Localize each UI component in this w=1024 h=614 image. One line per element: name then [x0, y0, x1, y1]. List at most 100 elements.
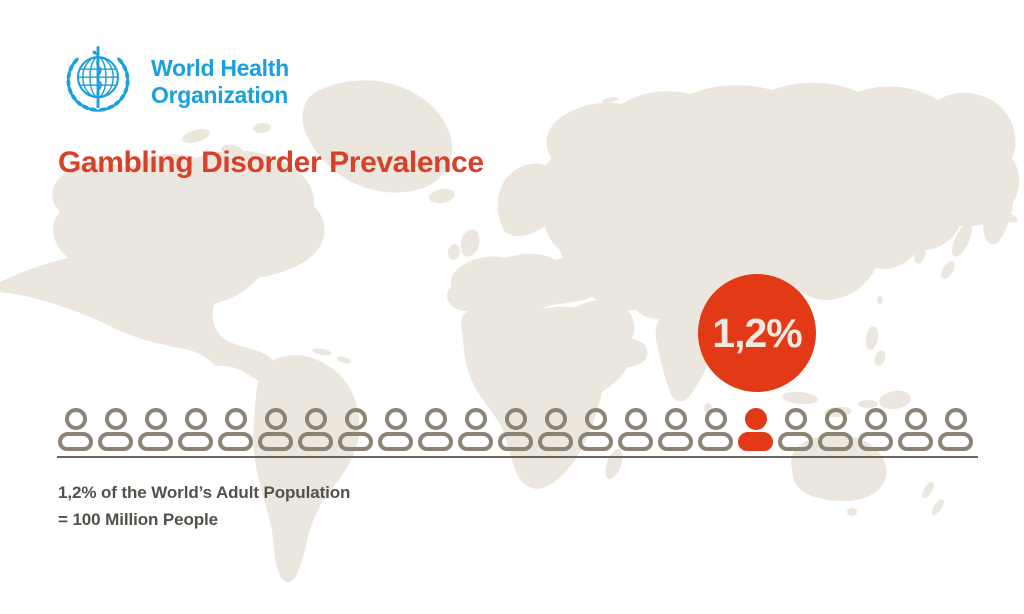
island-philippines [865, 326, 879, 350]
arctic-island [221, 144, 243, 156]
person-head [424, 408, 447, 430]
who-wordmark-line1: World Health [151, 55, 289, 81]
person-head [824, 408, 847, 430]
person-head [624, 408, 647, 430]
person-head [104, 408, 127, 430]
person-icon [618, 408, 653, 451]
island-caribbean [312, 348, 332, 356]
person-head [224, 408, 247, 430]
person-head [704, 408, 727, 430]
person-head [864, 408, 887, 430]
island-iceland [429, 188, 455, 204]
person-head [504, 408, 527, 430]
island-svalbard [602, 97, 618, 103]
person-torso [418, 432, 453, 451]
person-head [344, 408, 367, 430]
person-icon [298, 408, 333, 451]
person-head [384, 408, 407, 430]
continent-africa [460, 303, 632, 489]
island-new-zealand [922, 481, 934, 499]
person-head [264, 408, 287, 430]
continent-asia [541, 82, 1020, 320]
person-icon [778, 408, 813, 451]
person-head [784, 408, 807, 430]
continent-europe [451, 253, 605, 316]
person-icon [858, 408, 893, 451]
divider-line [57, 456, 978, 458]
person-icon [218, 408, 253, 451]
person-torso [178, 432, 213, 451]
region-iberia [447, 282, 490, 312]
continent-south-america [253, 355, 360, 582]
person-icon [498, 408, 533, 451]
island-britain [460, 229, 480, 257]
island-pacific [1002, 213, 1018, 223]
island-greenland [302, 80, 452, 193]
person-icon [578, 408, 613, 451]
person-head [664, 408, 687, 430]
person-torso [898, 432, 933, 451]
person-head [544, 408, 567, 430]
arctic-island [253, 122, 271, 134]
person-torso [498, 432, 533, 451]
person-torso [458, 432, 493, 451]
person-torso [218, 432, 253, 451]
person-head [64, 408, 87, 430]
person-torso [138, 432, 173, 451]
person-icon [658, 408, 693, 451]
person-torso [578, 432, 613, 451]
region-korea [914, 246, 926, 264]
person-icon-highlighted [738, 408, 773, 451]
continent-australia [791, 434, 887, 501]
person-icon [258, 408, 293, 451]
who-wordmark-line2: Organization [151, 82, 288, 108]
rod-of-asclepius-icon [92, 46, 102, 109]
stat-bubble: 1,2% [698, 274, 816, 392]
who-logo: World Health Organization [56, 42, 289, 122]
laurel-wreath [66, 57, 130, 112]
person-icon [898, 408, 933, 451]
island-new-zealand [931, 499, 945, 515]
island-philippines [874, 350, 886, 366]
person-torso [938, 432, 973, 451]
wreath-tie [87, 107, 109, 112]
island-madagascar [605, 448, 623, 480]
island-caribbean [337, 356, 351, 364]
pictograph-row [58, 408, 973, 451]
island-taiwan [877, 296, 883, 304]
person-icon [98, 408, 133, 451]
person-icon [938, 408, 973, 451]
person-head [744, 408, 767, 430]
island-ireland [447, 244, 461, 260]
person-icon [378, 408, 413, 451]
page-title: Gambling Disorder Prevalence [58, 146, 484, 179]
person-icon [178, 408, 213, 451]
person-head [584, 408, 607, 430]
region-arabia [572, 300, 635, 358]
person-torso [818, 432, 853, 451]
person-torso [698, 432, 733, 451]
caption-line1: 1,2% of the World’s Adult Population [58, 483, 351, 502]
person-icon [338, 408, 373, 451]
person-icon [138, 408, 173, 451]
person-torso [738, 432, 773, 451]
person-torso [618, 432, 653, 451]
island-tasmania [847, 508, 857, 516]
caption: 1,2% of the World’s Adult Population = 1… [58, 479, 350, 533]
person-torso [658, 432, 693, 451]
person-icon [458, 408, 493, 451]
caption-line2: = 100 Million People [58, 510, 219, 529]
person-head [304, 408, 327, 430]
person-torso [338, 432, 373, 451]
person-torso [378, 432, 413, 451]
island-japan [941, 260, 955, 280]
person-icon [698, 408, 733, 451]
person-icon [818, 408, 853, 451]
person-torso [778, 432, 813, 451]
person-head [944, 408, 967, 430]
arctic-island [182, 129, 210, 143]
person-torso [298, 432, 333, 451]
person-torso [58, 432, 93, 451]
person-torso [98, 432, 133, 451]
